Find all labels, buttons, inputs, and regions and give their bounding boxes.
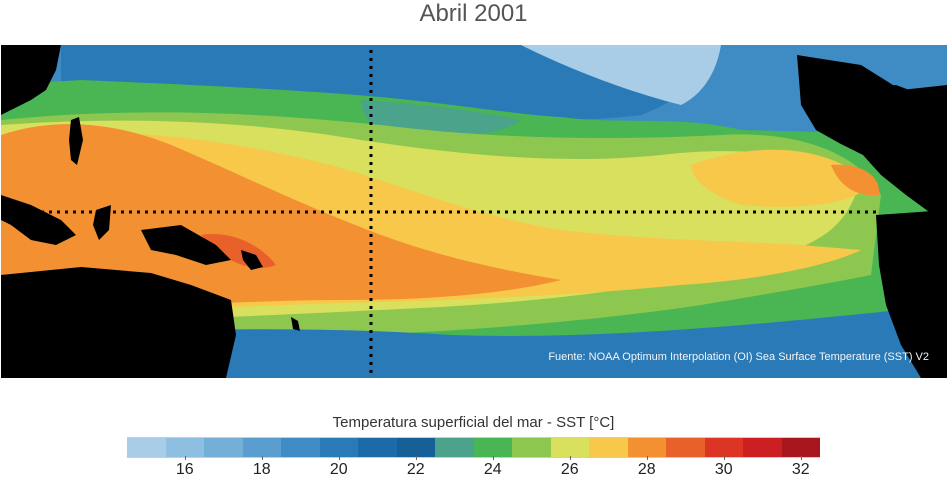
colorbar-segment: [743, 438, 782, 457]
colorbar-tick-mark: [261, 456, 263, 460]
sst-band-orange: [1, 124, 561, 307]
colorbar-tick-mark: [569, 456, 571, 460]
colorbar-title: Temperatura superficial del mar - SST [°…: [332, 414, 615, 431]
colorbar-segment: [781, 438, 820, 457]
colorbar-ticks: 16 18 20 22 24 26 28 30 32: [127, 456, 820, 480]
sst-band-north-cold: [521, 45, 721, 105]
sst-band-south-cool: [1, 305, 947, 378]
colorbar-tick-mark: [723, 456, 725, 460]
colorbar-tick-mark: [646, 456, 648, 460]
land-australia: [1, 267, 236, 378]
colorbar-tick-label: 24: [483, 461, 502, 478]
map-title: Abril 2001: [419, 0, 528, 27]
land-south-america: [876, 210, 947, 378]
colorbar-segment: [550, 438, 589, 457]
land-asia: [1, 45, 61, 115]
colorbar-segment: [435, 438, 474, 457]
source-note: Fuente: NOAA Optimum Interpolation (OI) …: [548, 351, 929, 363]
colorbar-tick-label: 28: [637, 461, 656, 478]
colorbar-segment: [319, 438, 358, 457]
colorbar-segment: [666, 438, 705, 457]
land-new-guinea: [141, 225, 231, 265]
land-new-caledonia: [291, 317, 300, 331]
colorbar-tick-label: 30: [714, 461, 733, 478]
colorbar-tick-label: 16: [175, 461, 194, 478]
colorbar: [127, 437, 820, 458]
sst-band-gold-east: [691, 149, 871, 207]
colorbar-tick-mark: [415, 456, 417, 460]
colorbar-segment: [396, 438, 435, 457]
land-solomon: [241, 250, 263, 270]
colorbar-segment: [281, 438, 320, 457]
colorbar-tick-label: 18: [252, 461, 271, 478]
colorbar-segment: [589, 438, 628, 457]
colorbar-tick-mark: [800, 456, 802, 460]
colorbar-segment: [127, 438, 166, 457]
colorbar-segment: [242, 438, 281, 457]
land-borneo-sumatra: [1, 195, 76, 245]
colorbar-segment: [165, 438, 204, 457]
land-sulawesi: [93, 205, 111, 240]
colorbar-tick-mark: [184, 456, 186, 460]
colorbar-segment: [627, 438, 666, 457]
sst-map: [1, 45, 947, 378]
colorbar-tick-label: 26: [560, 461, 579, 478]
land-philippines: [69, 117, 83, 165]
colorbar-segment: [704, 438, 743, 457]
colorbar-segment: [204, 438, 243, 457]
colorbar-segment: [473, 438, 512, 457]
colorbar-segment: [512, 438, 551, 457]
colorbar-tick-mark: [492, 456, 494, 460]
colorbar-tick-mark: [338, 456, 340, 460]
sst-map-canvas: [1, 45, 947, 378]
colorbar-tick-label: 20: [329, 461, 348, 478]
land-caribbean: [856, 85, 936, 107]
colorbar-tick-label: 22: [406, 461, 425, 478]
colorbar-tick-label: 32: [791, 461, 810, 478]
colorbar-segment: [358, 438, 397, 457]
sst-band-orange-east: [831, 164, 880, 196]
